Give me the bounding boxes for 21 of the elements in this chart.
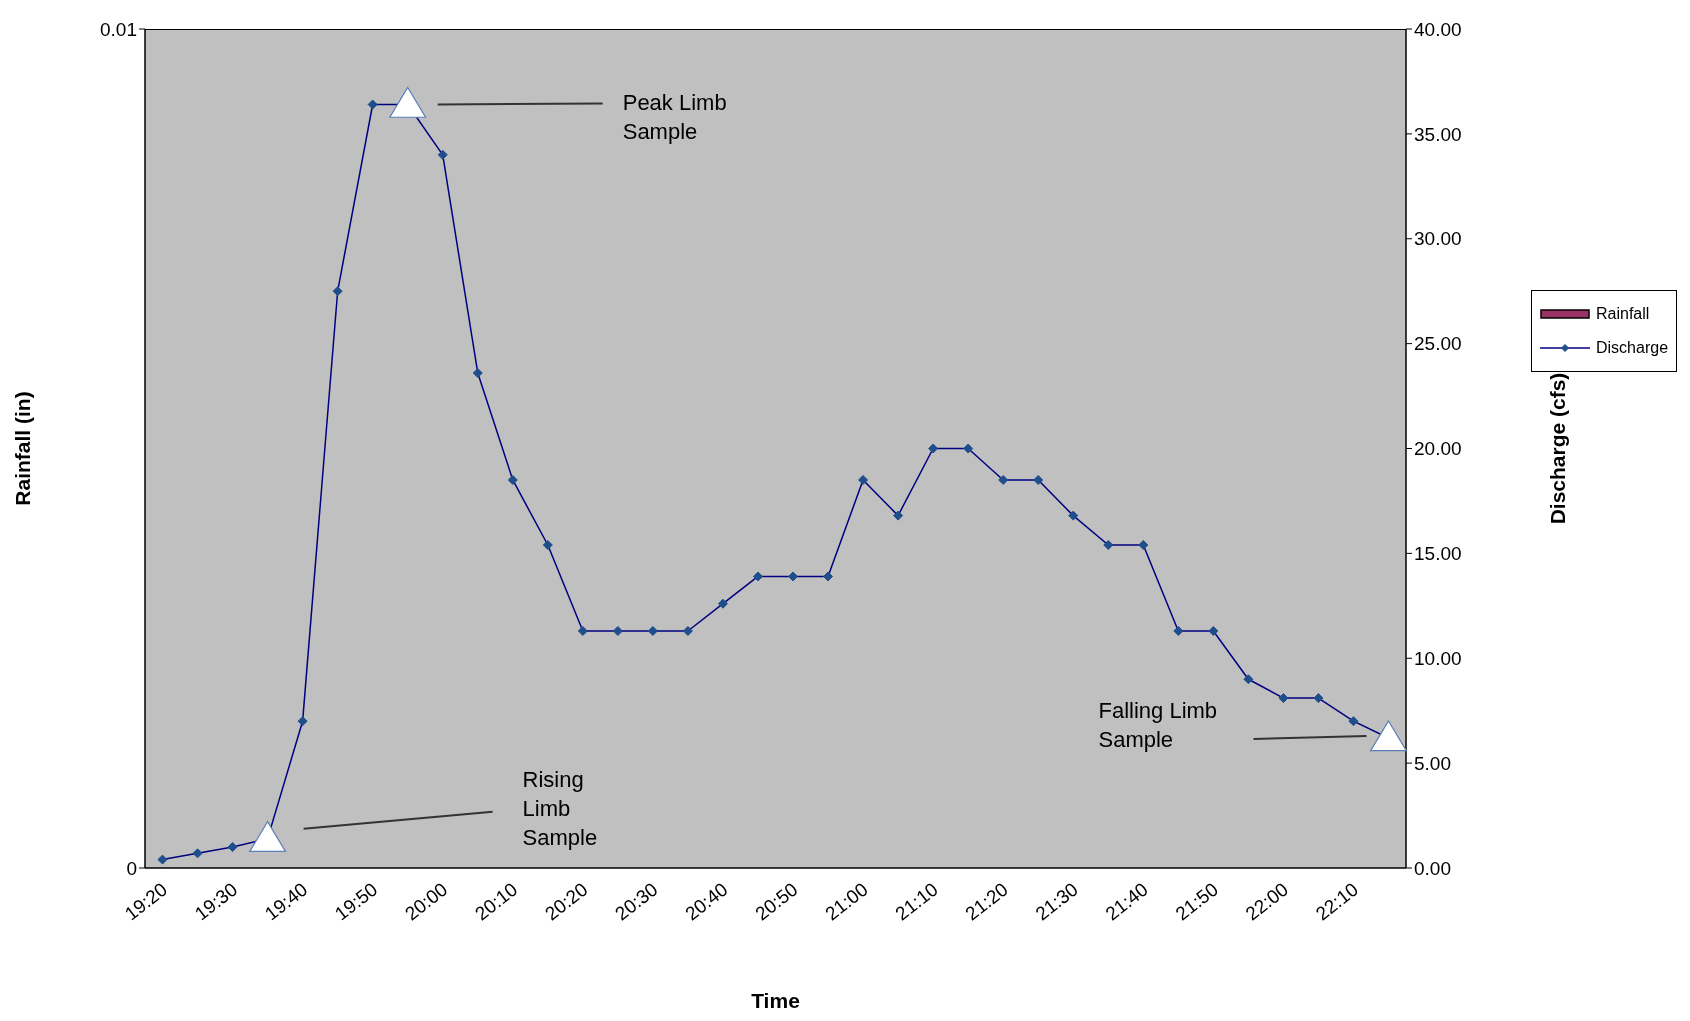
y-tick-label: 0.01 bbox=[100, 18, 137, 40]
y-tick-label: 0 bbox=[126, 857, 137, 879]
y2-tick-label: 15.00 bbox=[1414, 543, 1462, 565]
y2-tick-label: 40.00 bbox=[1414, 18, 1462, 40]
annotation: Peak Limb Sample bbox=[622, 89, 727, 144]
annotation: Rising Limb Sample bbox=[522, 766, 598, 850]
y2-tick-label: 5.00 bbox=[1414, 752, 1451, 774]
x-axis-title: Time bbox=[751, 989, 800, 1012]
y2-tick-label: 35.00 bbox=[1414, 123, 1462, 145]
y2-tick-label: 0.00 bbox=[1414, 857, 1451, 879]
point bbox=[1370, 720, 1407, 752]
y2-tick-label: 30.00 bbox=[1414, 228, 1462, 250]
point bbox=[389, 86, 427, 118]
y2-axis-title: Discharge (cfs) bbox=[1546, 372, 1569, 525]
legend-label: Discharge bbox=[1596, 339, 1669, 357]
y2-tick-label: 10.00 bbox=[1414, 647, 1462, 669]
y2-tick-label: 25.00 bbox=[1414, 333, 1462, 355]
legend-label: Rainfall bbox=[1596, 305, 1650, 323]
y-axis-title: Rainfall (in) bbox=[11, 391, 35, 506]
annotation: Falling Limb Sample bbox=[1098, 697, 1218, 752]
y2-tick-label: 20.00 bbox=[1414, 438, 1462, 460]
